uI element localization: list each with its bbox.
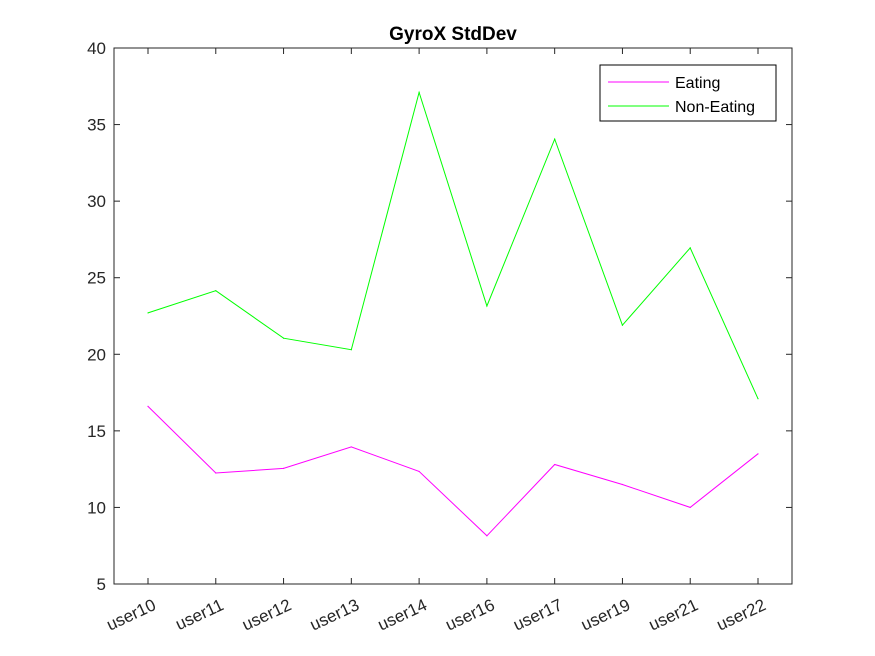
data-point bbox=[757, 398, 759, 400]
data-point bbox=[147, 312, 149, 314]
y-tick-label: 30 bbox=[87, 192, 106, 211]
data-point bbox=[350, 349, 352, 351]
y-tick-label: 15 bbox=[87, 422, 106, 441]
data-point bbox=[689, 506, 691, 509]
plot-frame bbox=[113, 47, 793, 585]
data-point bbox=[621, 483, 624, 486]
y-tick-label: 35 bbox=[87, 116, 106, 135]
y-tick-label: 25 bbox=[87, 269, 106, 288]
chart-title: GyroX StdDev bbox=[389, 24, 517, 45]
legend: Eating Non-Eating bbox=[599, 64, 777, 122]
legend-label-non-eating: Non-Eating bbox=[675, 99, 755, 116]
data-point bbox=[215, 472, 217, 474]
data-point bbox=[418, 470, 420, 473]
data-point bbox=[418, 91, 420, 94]
data-point bbox=[689, 247, 691, 249]
x-tick-label: user16 bbox=[443, 595, 498, 634]
series-line-non-eating bbox=[147, 90, 759, 399]
data-point bbox=[350, 446, 352, 448]
y-tick-label: 40 bbox=[87, 39, 106, 58]
legend-box bbox=[599, 64, 777, 122]
data-point bbox=[282, 337, 285, 339]
x-tick-label: user21 bbox=[646, 595, 701, 634]
x-tick-label: user10 bbox=[104, 595, 159, 634]
series-layer bbox=[147, 90, 759, 537]
x-tick-label: user19 bbox=[578, 595, 633, 634]
x-tick-label: user17 bbox=[510, 595, 565, 634]
data-point bbox=[486, 305, 488, 307]
data-point bbox=[282, 467, 285, 469]
series-line-eating bbox=[147, 406, 759, 537]
data-point bbox=[554, 138, 556, 140]
x-tick-label: user11 bbox=[173, 595, 227, 634]
data-point bbox=[486, 535, 488, 537]
x-tick-label: user14 bbox=[375, 595, 430, 634]
data-point bbox=[147, 405, 149, 407]
y-tick-label: 20 bbox=[87, 345, 106, 364]
x-tick-label: user22 bbox=[714, 595, 769, 634]
data-point bbox=[554, 463, 556, 466]
x-tick-label: user12 bbox=[239, 595, 294, 634]
legend-label-eating: Eating bbox=[675, 75, 720, 92]
data-point bbox=[215, 290, 217, 292]
y-tick-label: 10 bbox=[87, 498, 106, 517]
axes: 5 10 15 20 25 30 35 40 user10 user11 user12 user13 u… bbox=[87, 39, 793, 634]
x-tick-label: user13 bbox=[307, 595, 362, 634]
data-point bbox=[621, 324, 624, 326]
y-tick-label: 5 bbox=[97, 575, 106, 594]
data-point bbox=[757, 453, 759, 455]
